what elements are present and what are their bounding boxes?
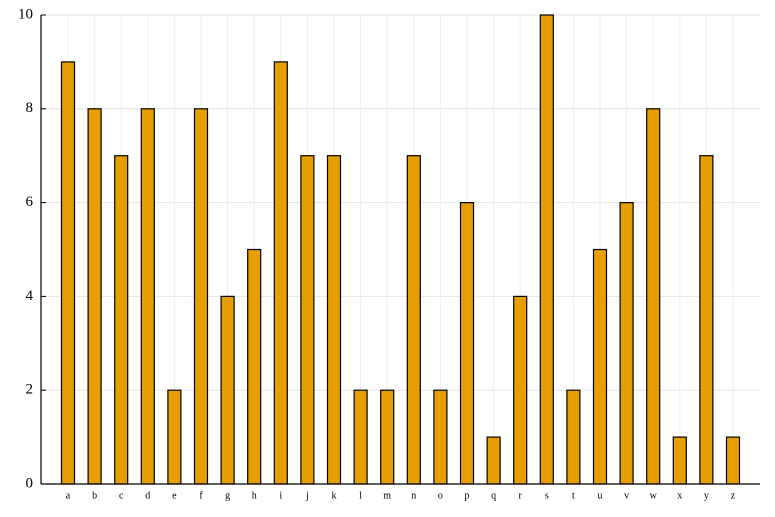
bar — [592, 248, 608, 485]
bar — [672, 436, 687, 485]
x-tick-label: u — [598, 490, 603, 501]
bar — [220, 295, 235, 485]
bar — [114, 155, 129, 485]
x-tick-label: z — [731, 490, 736, 501]
bar — [433, 389, 448, 485]
x-tick-label: n — [411, 490, 416, 501]
x-tick-label: m — [383, 490, 391, 501]
bar — [167, 389, 182, 485]
x-tick-label: k — [332, 490, 337, 501]
bar — [247, 248, 262, 485]
bar — [459, 202, 475, 485]
bar — [699, 155, 714, 485]
bar — [273, 61, 288, 485]
x-tick-label: g — [225, 490, 230, 501]
x-tick-label: x — [677, 490, 682, 501]
bar — [566, 389, 581, 485]
x-tick-label: s — [545, 490, 549, 501]
bar — [60, 61, 76, 485]
bar — [326, 155, 342, 485]
bar — [380, 389, 395, 485]
bar — [353, 389, 368, 485]
x-tick-label: j — [305, 490, 309, 501]
bar — [193, 108, 209, 485]
bar — [406, 155, 421, 485]
x-tick-label: i — [279, 490, 282, 501]
x-tick-label: b — [92, 490, 97, 501]
bar — [725, 436, 741, 485]
x-tick-label: t — [572, 490, 575, 501]
bar — [539, 14, 554, 485]
x-tick-label: l — [359, 490, 362, 501]
y-tick-label: 4 — [26, 288, 34, 304]
y-tick-label: 2 — [26, 382, 34, 398]
bar — [646, 108, 661, 485]
bar — [513, 295, 528, 485]
x-tick-label: e — [172, 490, 177, 501]
bar — [140, 108, 155, 485]
x-tick-label: w — [650, 490, 658, 501]
bar — [619, 202, 634, 485]
x-tick-label: p — [465, 490, 470, 501]
x-tick-label: y — [704, 490, 709, 501]
x-tick-label: h — [252, 490, 257, 501]
y-tick-label: 6 — [26, 194, 34, 210]
y-tick-label: 0 — [26, 475, 34, 491]
y-tick-label: 8 — [26, 100, 34, 116]
x-tick-label: o — [438, 490, 443, 501]
bar — [87, 108, 102, 485]
x-tick-label: r — [519, 490, 523, 501]
x-tick-label: a — [66, 490, 71, 501]
bar — [300, 155, 315, 485]
x-tick-label: v — [624, 490, 629, 501]
x-tick-label: c — [119, 490, 124, 501]
y-tick-label: 10 — [18, 6, 33, 22]
x-tick-label: f — [199, 490, 203, 501]
bar — [486, 436, 501, 485]
x-tick-label: q — [491, 490, 496, 501]
x-tick-label: d — [145, 490, 150, 501]
